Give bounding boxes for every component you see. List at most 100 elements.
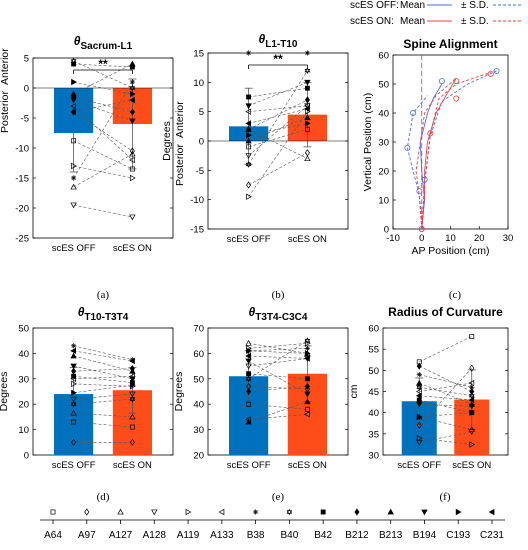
x-tick-label: scES OFF [227,234,271,245]
subject-point-on [304,114,311,120]
y-tick-label: 40 [368,408,379,419]
title-subscript: T10-T3T4 [84,312,128,323]
subject-marker-triangle-up-open [117,508,124,515]
subject-point-on [304,345,310,351]
title-subscript: L1-T10 [265,39,298,50]
subject-point-on [129,156,135,164]
legend-on-sd: ± S.D. [461,16,489,27]
subject-marker-asterisk-stroke [253,509,258,515]
panel-title: θT3T4-C3C4 [249,305,308,323]
title-symbol: θ [74,34,81,48]
subject-line [73,81,133,179]
subject-point-on [304,67,311,74]
x-tick-label: 0 [419,233,424,244]
subject-point-on [129,395,136,403]
panel-title: Radius of Curvature [388,305,503,319]
subject-line [73,345,133,361]
subject-line [248,87,308,98]
subject-marker-triangle-down-open [151,509,158,516]
y-tick-label: 20 [18,400,29,411]
subject-line [248,355,308,359]
subject-point-off [70,108,77,116]
subject-marker-triangle-up-filled [387,508,394,515]
subject-marker-asterisk [253,509,259,515]
panel-label: (b) [272,289,285,301]
subject-point-off [416,401,423,408]
panel-3: θT10-T3T4 0 10 20 30 40 50 Degrees scES OFF scES … [0,305,174,503]
subject-point-on [129,367,136,374]
panel-0: θSacrum-L1 -25 -20 -15 -10 -5 0 5 Degrees Anterio… [0,34,174,301]
x-tick-label: scES OFF [227,460,271,471]
subject-point-on-stroke [130,79,135,85]
subject-line [248,128,308,159]
marker-off [416,188,423,195]
subject-label-b212: B212 [345,530,369,541]
subject-point-off [416,383,423,391]
subject-line [73,355,133,372]
subject-point-off [246,125,252,133]
x-tick-label: scES OFF [52,460,96,471]
subject-line [248,108,308,124]
y-tick-label: -25 [15,234,29,245]
panel-title: Spine Alignment [403,37,497,51]
subject-point-off [70,102,77,110]
subject-point-off [245,153,252,159]
subject-point-off [245,103,252,110]
subject-marker-triangle-right-filled [455,508,462,516]
y-tick-label: 50 [193,374,204,385]
subject-point-on [304,105,310,112]
y-axis-label-top: Anterior [174,101,186,138]
subject-point-on [129,174,136,182]
legend-off-mean: Mean [400,0,425,11]
marker-off [438,78,445,85]
subject-line [248,342,308,349]
subject-line [73,60,133,89]
x-tick-label: scES OFF [397,460,441,471]
subject-point-off [415,388,422,395]
subject-label-a127: A127 [109,530,133,541]
subject-point-off [70,363,77,370]
subject-point-on [304,376,310,382]
subject-point-on [304,120,311,127]
y-tick-label: -5 [21,114,29,125]
y-tick-label: 50 [368,366,379,377]
subject-point-on [129,96,135,104]
subject-point-off-stroke [246,50,251,56]
subject-point-off [416,379,423,386]
subject-point-off [246,144,252,150]
subject-line [419,412,472,418]
x-tick-label: scES ON [452,460,491,471]
subject-point-on [129,147,135,155]
x-tick-label: scES ON [288,460,327,471]
subject-point-on [469,441,476,448]
subject-label-a133: A133 [210,530,234,541]
subject-point-on [304,79,311,86]
subject-point-off [245,120,252,127]
subject-marker-square-filled [320,509,326,515]
subject-point-on [304,50,310,56]
subject-point-off [245,358,252,365]
subject-point-on-stroke [469,385,474,390]
subject-line [73,99,133,113]
panel-title: θSacrum-L1 [74,34,133,52]
panel-5: Radius of Curvature 30 35 40 45 50 55 60 cm scES … [348,305,509,503]
y-axis-label: Degrees [161,121,173,161]
series-off-dashed [421,70,497,230]
y-tick-label: 35 [368,429,379,440]
subject-point-off [71,61,77,67]
subject-point-on [304,85,310,91]
subject-line [419,399,472,413]
subject-line [419,437,472,445]
subject-point-on [468,429,475,436]
subject-point-on [304,149,310,157]
subject-label-b194: B194 [413,530,437,541]
y-tick-label: 0 [384,225,389,236]
subject-point-off [416,371,422,378]
subject-point-off [70,396,77,403]
y-tick-label: 60 [378,51,389,62]
subject-point-on [129,381,136,389]
x-tick-label: scES OFF [52,243,96,254]
y-tick-label: 60 [193,349,204,360]
subject-point-off [71,162,77,170]
subject-point-on [129,79,135,85]
